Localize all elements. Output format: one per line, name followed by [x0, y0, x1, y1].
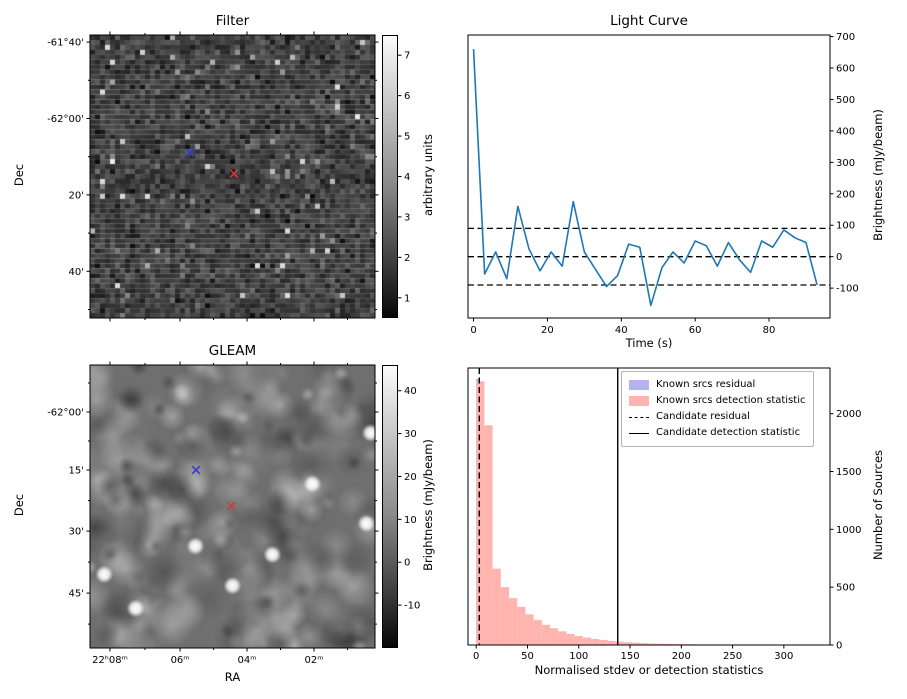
- svg-text:22ʰ08ᵐ: 22ʰ08ᵐ: [92, 655, 128, 666]
- svg-text:-61°40': -61°40': [47, 38, 84, 49]
- svg-text:150: 150: [620, 651, 639, 662]
- filter-title: Filter: [215, 13, 250, 29]
- filter-ylabel: Dec: [12, 163, 26, 187]
- svg-text:7: 7: [404, 51, 410, 62]
- legend-solid-line-icon: [629, 432, 649, 434]
- filter-image: [90, 35, 375, 318]
- svg-text:250: 250: [723, 651, 742, 662]
- svg-text:700: 700: [836, 32, 855, 43]
- legend-item-candidate-detection: Candidate detection statistic: [629, 425, 805, 441]
- svg-text:0: 0: [404, 558, 410, 569]
- svg-text:20: 20: [541, 325, 554, 336]
- svg-text:-10: -10: [404, 601, 420, 612]
- legend-patch-blue-icon: [629, 380, 649, 390]
- svg-text:3: 3: [404, 212, 410, 223]
- svg-text:100: 100: [569, 651, 588, 662]
- gleam-title: GLEAM: [208, 343, 257, 359]
- svg-text:0: 0: [473, 651, 479, 662]
- svg-text:0: 0: [470, 325, 476, 336]
- svg-text:2: 2: [404, 253, 410, 264]
- svg-text:600: 600: [836, 64, 855, 75]
- gleam-colorbar-ticks: -10 0 10 20 30 40: [398, 386, 420, 612]
- svg-text:300: 300: [836, 158, 855, 169]
- svg-text:1000: 1000: [836, 525, 861, 536]
- svg-text:-62°00': -62°00': [47, 407, 84, 418]
- legend-label: Known srcs residual: [656, 379, 756, 390]
- filter-colorbar-ticks: 1 2 3 4 5 6 7: [398, 51, 410, 304]
- svg-text:200: 200: [672, 651, 691, 662]
- svg-text:20: 20: [404, 472, 417, 483]
- svg-text:0: 0: [836, 641, 842, 652]
- gleam-colorbar: [382, 365, 398, 648]
- histogram-axes: 0 50 100 150 200 250 300 0 500 1000 1500 2000: [467, 367, 861, 662]
- gleam-axes: -62°00' 15' 30' 45' 22ʰ08ᵐ 06ᵐ 04ᵐ 02ᵐ: [47, 361, 379, 666]
- svg-text:30: 30: [404, 429, 417, 440]
- light-curve-title: Light Curve: [610, 13, 688, 29]
- svg-text:6: 6: [404, 91, 410, 102]
- svg-text:15': 15': [69, 465, 84, 476]
- svg-text:300: 300: [774, 651, 793, 662]
- svg-text:5: 5: [404, 132, 410, 143]
- svg-text:80: 80: [763, 325, 776, 336]
- svg-text:50: 50: [521, 651, 534, 662]
- legend-label: Known srcs detection statistic: [656, 395, 806, 406]
- light-curve-ylabel: Brightness (mJy/beam): [871, 109, 885, 241]
- svg-text:1: 1: [404, 293, 410, 304]
- histogram-xlabel: Normalised stdev or detection statistics: [534, 663, 764, 677]
- legend-label: Candidate detection statistic: [656, 427, 801, 438]
- svg-text:40: 40: [404, 386, 417, 397]
- svg-text:30': 30': [69, 527, 84, 538]
- svg-text:500: 500: [836, 583, 855, 594]
- legend-label: Candidate residual: [656, 411, 750, 422]
- svg-text:40: 40: [615, 325, 628, 336]
- svg-text:04ᵐ: 04ᵐ: [238, 655, 257, 666]
- svg-text:400: 400: [836, 126, 855, 137]
- gleam-xlabel: RA: [224, 670, 241, 684]
- svg-text:40': 40': [69, 267, 84, 278]
- svg-text:20': 20': [69, 190, 84, 201]
- light-curve-xlabel: Time (s): [625, 336, 673, 350]
- legend-item-known-detection: Known srcs detection statistic: [629, 393, 805, 409]
- legend-dashed-line-icon: [629, 416, 649, 418]
- svg-text:60: 60: [689, 325, 702, 336]
- light-curve-axes: 0 20 40 60 80 -100 0 100 200 300 400 500 600 700: [467, 32, 859, 336]
- histogram-legend: Known srcs residual Known srcs detection…: [621, 371, 815, 447]
- svg-text:500: 500: [836, 95, 855, 106]
- gleam-colorbar-label: Brightness (mJy/beam): [421, 439, 435, 571]
- svg-text:06ᵐ: 06ᵐ: [171, 655, 190, 666]
- gleam-ylabel: Dec: [12, 493, 26, 517]
- histogram-ylabel: Number of Sources: [871, 449, 885, 561]
- svg-text:02ᵐ: 02ᵐ: [305, 655, 324, 666]
- legend-item-candidate-residual: Candidate residual: [629, 409, 805, 425]
- filter-colorbar: [382, 35, 398, 318]
- svg-text:2000: 2000: [836, 409, 861, 420]
- svg-text:0: 0: [836, 252, 842, 263]
- svg-text:45': 45': [69, 589, 84, 600]
- svg-text:4: 4: [404, 172, 410, 183]
- svg-text:-62°00': -62°00': [47, 114, 84, 125]
- legend-item-known-residual: Known srcs residual: [629, 377, 805, 393]
- filter-colorbar-label: arbitrary units: [421, 133, 435, 217]
- svg-text:100: 100: [836, 221, 855, 232]
- filter-axes: -61°40' -62°00' 20' 40': [47, 31, 379, 322]
- svg-text:-100: -100: [836, 284, 859, 295]
- legend-patch-pink-icon: [629, 396, 649, 406]
- svg-text:200: 200: [836, 189, 855, 200]
- svg-text:1500: 1500: [836, 467, 861, 478]
- svg-text:10: 10: [404, 515, 417, 526]
